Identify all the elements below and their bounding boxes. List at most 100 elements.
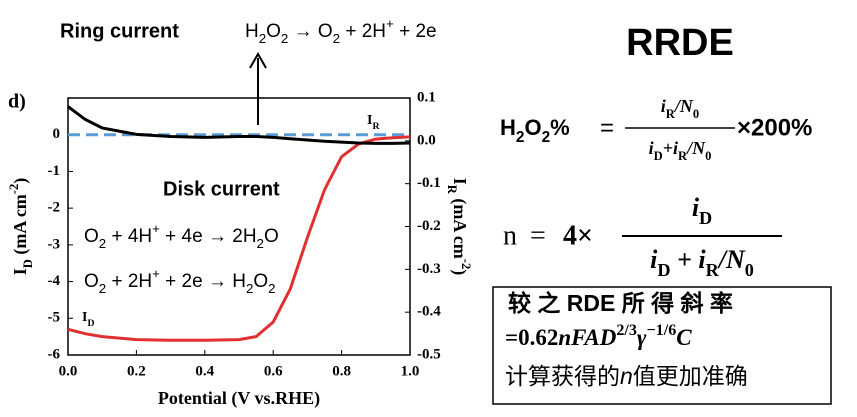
- text-part: (mA cm: [10, 194, 31, 259]
- text-part: → O: [288, 21, 332, 42]
- text-part: O: [524, 115, 541, 140]
- text-part: O: [84, 226, 99, 247]
- text-part: R: [666, 107, 676, 121]
- y-axis-label: ID (mA cm-2): [7, 178, 35, 276]
- text-part: I: [450, 178, 470, 185]
- text-part: (mA cm: [449, 194, 470, 259]
- formula-eq: =: [600, 114, 614, 141]
- y2-tick-label: 0.0: [417, 132, 436, 148]
- text-part: +i: [663, 138, 678, 158]
- text-part: 0: [745, 260, 754, 280]
- formula-lhs: n: [503, 220, 517, 251]
- text-part: + 2H: [106, 271, 152, 292]
- text-part: -2: [459, 259, 473, 270]
- formula-numerator: iD: [692, 193, 712, 228]
- text-part: n: [620, 363, 633, 389]
- text-part: + i: [671, 245, 707, 274]
- text-part: 值更加准确: [633, 363, 748, 389]
- note-line: =0.62nFAD2/3γ−1/6C: [505, 322, 692, 350]
- text-part: C: [676, 325, 692, 350]
- side-title: RRDE: [626, 22, 734, 64]
- y2-tick-label: -0.2: [417, 218, 441, 234]
- text-part: D: [699, 208, 712, 228]
- text-part: +: [152, 266, 160, 281]
- text-part: O: [84, 271, 99, 292]
- y2-tick-label: -0.5: [417, 346, 441, 362]
- text-part: + 2e → H: [160, 271, 246, 292]
- arrow-head: [249, 51, 267, 69]
- text-part: R: [445, 185, 459, 195]
- text-part: /N: [685, 138, 706, 158]
- x-tick-label: 0.4: [195, 363, 214, 379]
- y-tick-label: -3: [48, 236, 61, 252]
- text-part: D: [21, 259, 35, 268]
- text-part: R: [706, 260, 720, 280]
- x-tick-label: 0.6: [264, 363, 283, 379]
- text-part: I: [10, 268, 30, 275]
- y-tick-label: -6: [48, 346, 61, 362]
- y-tick-label: -5: [48, 310, 61, 326]
- text-part: D: [657, 260, 670, 280]
- ring-title: Ring current: [60, 20, 179, 42]
- text-part: =0.62: [505, 325, 558, 350]
- series-label: ID: [82, 310, 95, 329]
- text-part: 2: [99, 281, 106, 296]
- text-part: 2: [268, 281, 275, 296]
- text-part: I: [82, 310, 87, 325]
- y2-tick-label: -0.1: [417, 175, 441, 191]
- y2-tick-label: -0.3: [417, 261, 441, 277]
- formula-denominator: iD+iR/N0: [649, 138, 712, 163]
- text-part: /N: [717, 245, 746, 274]
- disk-title: Disk current: [163, 178, 280, 200]
- text-part: + 2e: [394, 21, 437, 42]
- text-part: D: [654, 149, 663, 163]
- text-part: 0: [705, 149, 711, 163]
- text-part: i: [650, 245, 658, 274]
- text-part: γ: [637, 325, 647, 350]
- panel-label: d): [8, 91, 26, 113]
- disk-reaction: O2 + 4H+ + 4e → 2H2O: [84, 221, 279, 251]
- text-part: + 2H: [340, 21, 386, 42]
- y-tick-label: -2: [48, 200, 61, 216]
- text-part: 2: [99, 236, 106, 251]
- y2-axis-label: IR (mA cm-2): [445, 178, 473, 276]
- text-part: i: [692, 193, 700, 222]
- note-box: [492, 286, 832, 405]
- text-part: 2: [281, 31, 288, 46]
- text-part: ): [449, 269, 470, 275]
- text-part: O: [266, 21, 281, 42]
- text-part: 2: [259, 31, 266, 46]
- text-part: D: [87, 318, 94, 329]
- text-part: 2: [542, 129, 551, 146]
- formula-numerator: iR/N0: [661, 96, 699, 121]
- text-part: +: [152, 221, 160, 236]
- formula-denominator: iD + iR/N0: [650, 245, 754, 280]
- formula-tail: ×200%: [737, 114, 812, 141]
- text-part: −1/6: [647, 322, 677, 339]
- x-tick-label: 0.2: [127, 363, 146, 379]
- x-tick-label: 0.8: [332, 363, 351, 379]
- text-part: %: [550, 115, 570, 140]
- text-part: O: [264, 226, 279, 247]
- text-part: i: [649, 138, 654, 158]
- disk-reaction: O2 + 2H+ + 2e → H2O2: [84, 266, 276, 296]
- formula-lhs: H2O2%: [500, 115, 570, 146]
- text-part: 计算获得的: [505, 363, 620, 389]
- text-part: R: [678, 149, 688, 163]
- text-part: H: [500, 115, 516, 140]
- x-tick-label: 0.0: [59, 363, 78, 379]
- text-part: /N: [673, 96, 694, 116]
- text-part: +: [386, 16, 394, 31]
- text-part: + 4e → 2H: [160, 226, 257, 247]
- text-part: nFAD: [558, 325, 616, 350]
- note-line: 计算获得的n值更加准确: [505, 363, 748, 389]
- text-part: ): [10, 178, 31, 184]
- y2-tick-label: 0.1: [417, 89, 436, 105]
- text-part: 2/3: [616, 322, 637, 339]
- series-line: [67, 105, 411, 145]
- text-part: i: [661, 96, 666, 116]
- text-part: O: [253, 271, 268, 292]
- text-part: 2: [333, 31, 340, 46]
